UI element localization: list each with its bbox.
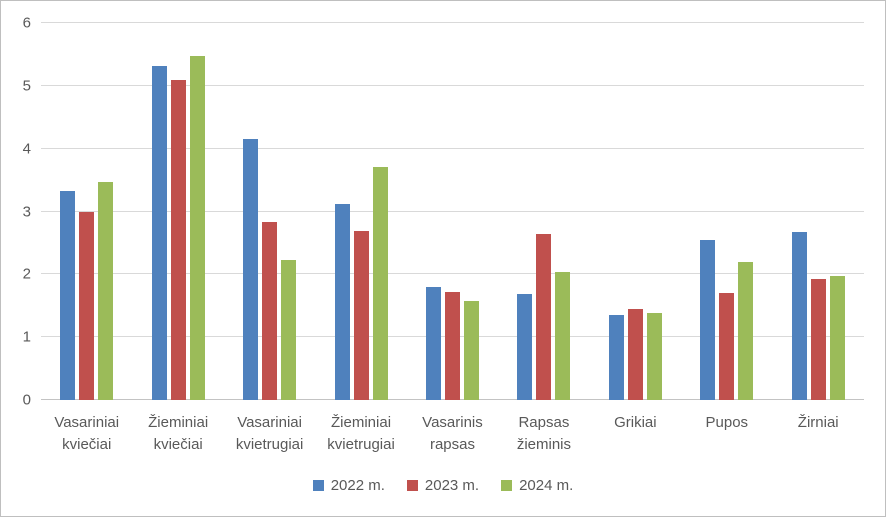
legend-swatch-icon bbox=[501, 480, 513, 491]
legend-label: 2022 m. bbox=[330, 477, 385, 494]
bar-series-2024m bbox=[98, 181, 114, 400]
bar-series-2024m bbox=[463, 300, 479, 400]
y-tick-label: 2 bbox=[22, 265, 31, 283]
bar-series-2022m bbox=[700, 239, 716, 400]
x-axis-label: Vasariniai kviečiai bbox=[54, 414, 120, 453]
x-axis-labels: Vasariniai kviečiai Žieminiai kviečiai Vas… bbox=[41, 412, 864, 456]
bar-series-2024m bbox=[829, 276, 845, 400]
gridline bbox=[41, 273, 864, 275]
bar-group bbox=[590, 23, 681, 400]
bar-group bbox=[407, 23, 498, 400]
bar-series-2022m bbox=[517, 294, 533, 400]
plot-area: 0 1 2 3 4 5 6 bbox=[23, 16, 864, 408]
bar-series-2022m bbox=[425, 286, 441, 400]
x-axis-label: Vasarinis rapsas bbox=[422, 414, 483, 453]
x-axis-label: Vasariniai kvietrugiai bbox=[235, 414, 304, 453]
bar-series-2023m bbox=[353, 230, 369, 400]
x-axis-label: Pupos bbox=[705, 414, 749, 431]
bar-series-2023m bbox=[262, 221, 278, 400]
legend-label: 2024 m. bbox=[519, 477, 574, 494]
bar-series-2024m bbox=[189, 55, 205, 400]
y-tick-label: 0 bbox=[22, 391, 31, 409]
bar-series-2023m bbox=[719, 293, 735, 400]
bar-series-2023m bbox=[627, 308, 643, 400]
legend: 2022 m. 2023 m. 2024 m. bbox=[1, 477, 885, 494]
gridline bbox=[41, 210, 864, 212]
legend-item: 2022 m. bbox=[312, 477, 385, 494]
legend-swatch-icon bbox=[312, 480, 324, 491]
bar-series-2023m bbox=[444, 291, 460, 400]
bar-group bbox=[132, 23, 223, 400]
bar-series-2022m bbox=[151, 65, 167, 400]
bar-series-2024m bbox=[372, 166, 388, 400]
bar-series-2023m bbox=[79, 211, 95, 400]
bar-group bbox=[681, 23, 772, 400]
bar-series-2023m bbox=[170, 80, 186, 400]
bar-series-2022m bbox=[334, 203, 350, 400]
y-tick-label: 6 bbox=[22, 14, 31, 32]
x-axis-label: Žirniai bbox=[797, 414, 839, 431]
bar-series-2022m bbox=[791, 231, 807, 400]
x-axis-label: Žieminiai kviečiai bbox=[148, 414, 209, 453]
x-axis-label: Grikiai bbox=[614, 414, 657, 431]
gridline bbox=[41, 22, 864, 23]
y-tick-label: 1 bbox=[22, 328, 31, 346]
bar-series-2024m bbox=[281, 259, 297, 400]
bar-group bbox=[224, 23, 315, 400]
gridline bbox=[41, 147, 864, 149]
bar-series-2024m bbox=[738, 261, 754, 400]
bar-series-2024m bbox=[646, 313, 662, 400]
gridline bbox=[41, 84, 864, 86]
bar-group bbox=[315, 23, 406, 400]
legend-swatch-icon bbox=[406, 480, 418, 491]
bar-series-2023m bbox=[536, 234, 552, 400]
bar-groups bbox=[41, 23, 864, 400]
legend-item: 2024 m. bbox=[501, 477, 573, 494]
bar-group bbox=[41, 23, 132, 400]
x-axis-label: Žieminiai kvietrugiai bbox=[327, 414, 395, 453]
bar-group bbox=[773, 23, 864, 400]
bar-group bbox=[498, 23, 589, 400]
legend-item: 2023 m. bbox=[406, 477, 480, 494]
bar-series-2022m bbox=[243, 139, 259, 400]
bar-series-2024m bbox=[555, 272, 571, 400]
bar-series-2023m bbox=[810, 279, 826, 400]
x-axis-label: Rapsas žieminis bbox=[516, 414, 571, 453]
y-tick-label: 3 bbox=[22, 203, 31, 220]
y-tick-label: 5 bbox=[22, 77, 31, 95]
y-tick-label: 4 bbox=[22, 140, 31, 158]
bar-series-2022m bbox=[60, 190, 76, 400]
bar-series-2022m bbox=[608, 315, 624, 400]
legend-label: 2023 m. bbox=[424, 477, 480, 494]
